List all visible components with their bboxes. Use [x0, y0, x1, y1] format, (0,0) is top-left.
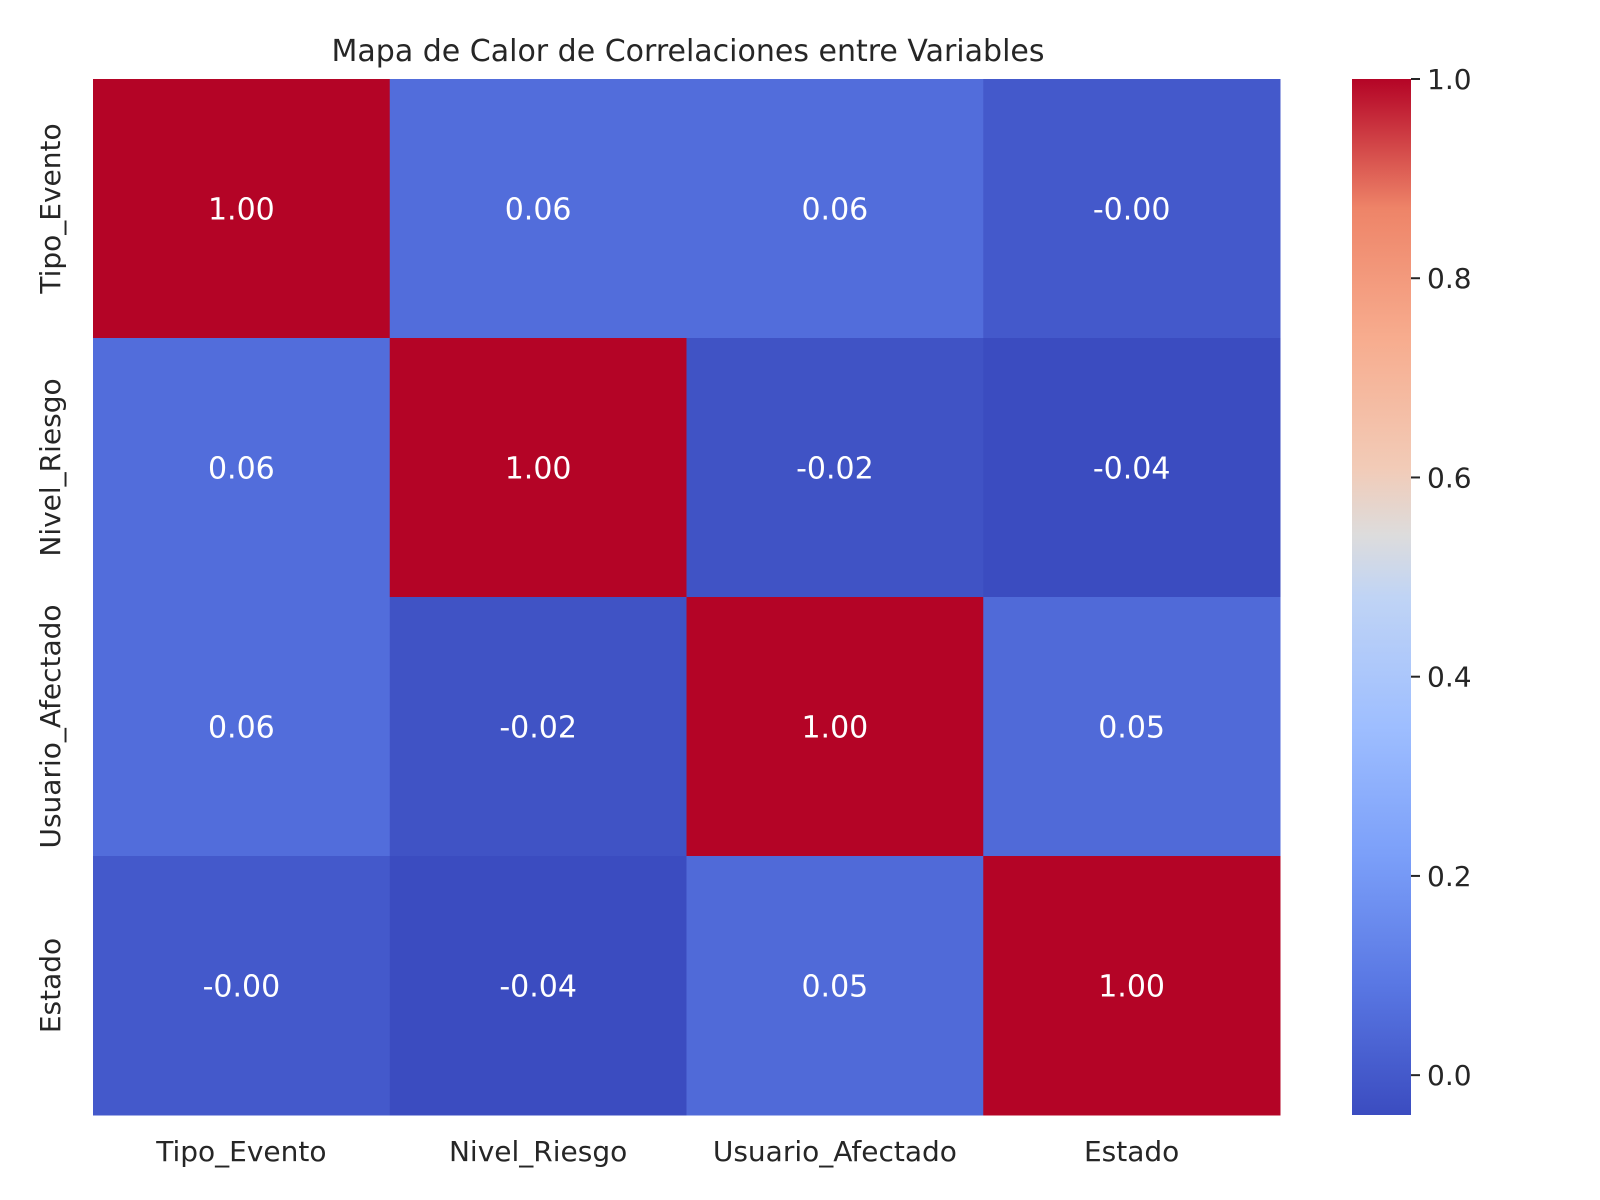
y-tick-label: Nivel_Riesgo [34, 378, 67, 556]
heatmap-cell [389, 79, 687, 339]
heatmap-cell [983, 597, 1281, 857]
colorbar-tick-label: 0.0 [1427, 1059, 1472, 1092]
cell-value-label: 0.06 [208, 711, 275, 746]
y-tick-label: Estado [34, 938, 67, 1033]
heatmap-cell [686, 338, 984, 598]
cell-value-label: 0.06 [801, 193, 868, 228]
heatmap-cell [389, 856, 687, 1116]
colorbar-tick-label: 1.0 [1427, 63, 1472, 96]
cell-value-label: -0.04 [1093, 452, 1171, 487]
cell-value-label: 1.00 [208, 193, 275, 228]
colorbar-tick-label: 0.6 [1427, 461, 1472, 494]
colorbar-tick-label: 0.8 [1427, 262, 1472, 295]
colorbar-tick-label: 0.2 [1427, 860, 1472, 893]
heatmap-cells: 1.00 0.06 0.06 -0.00 0.06 1.00 -0.02 -0.04 0.06 -… [93, 79, 1281, 1116]
colorbar-tick-label: 0.4 [1427, 661, 1472, 694]
cell-value-label: -0.04 [499, 970, 577, 1005]
y-tick-label: Usuario_Afectado [34, 604, 67, 848]
cell-value-label: -0.02 [499, 711, 577, 746]
cell-value-label: -0.00 [203, 970, 281, 1005]
x-tick-label: Tipo_Evento [155, 1135, 326, 1168]
colorbar: 0.0 0.2 0.4 0.6 0.8 1.0 [1352, 63, 1472, 1115]
cell-value-label: 0.05 [1098, 711, 1165, 746]
cell-value-label: 1.00 [505, 452, 572, 487]
cell-value-label: 1.00 [1098, 970, 1165, 1005]
x-tick-label: Estado [1084, 1135, 1179, 1168]
heatmap-cell [389, 597, 687, 857]
cell-value-label: -0.02 [796, 452, 874, 487]
cell-value-label: 0.06 [505, 193, 572, 228]
heatmap-cell [983, 79, 1281, 339]
x-tick-label: Usuario_Afectado [713, 1135, 957, 1168]
heatmap-cell [93, 79, 391, 339]
y-tick-label: Tipo_Evento [34, 123, 67, 294]
cell-value-label: 1.00 [801, 711, 868, 746]
heatmap-cell [983, 338, 1281, 598]
heatmap-cell [93, 597, 391, 857]
heatmap-cell [983, 856, 1281, 1116]
cell-value-label: -0.00 [1093, 193, 1171, 228]
cell-value-label: 0.06 [208, 452, 275, 487]
cell-value-label: 0.05 [801, 970, 868, 1005]
x-axis: Tipo_Evento Nivel_Riesgo Usuario_Afectado E… [155, 1135, 1179, 1168]
chart-title: Mapa de Calor de Correlaciones entre Var… [332, 34, 1045, 69]
heatmap-cell [389, 338, 687, 598]
y-axis: Tipo_Evento Nivel_Riesgo Usuario_Afectado E… [34, 123, 67, 1033]
heatmap-cell [93, 338, 391, 598]
colorbar-gradient [1352, 79, 1411, 1115]
heatmap-cell [93, 856, 391, 1116]
heatmap-cell [686, 856, 984, 1116]
x-tick-label: Nivel_Riesgo [449, 1135, 627, 1168]
heatmap-cell [686, 597, 984, 857]
heatmap-cell [686, 79, 984, 339]
